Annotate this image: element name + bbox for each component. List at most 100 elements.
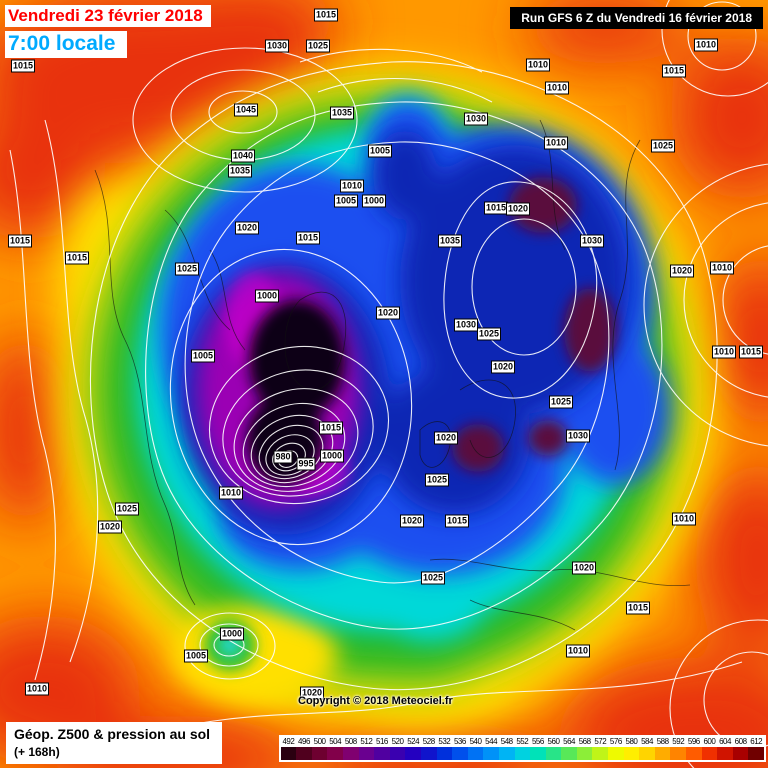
copyright-label: Copyright © 2018 Meteociel.fr bbox=[298, 695, 453, 707]
legend-cell: 544 bbox=[483, 737, 499, 760]
pressure-label: 1020 bbox=[669, 264, 695, 278]
product-info-box: Géop. Z500 & pression au sol (+ 168h) bbox=[6, 722, 223, 764]
pressure-label: 1010 bbox=[218, 486, 244, 500]
pressure-label: 1015 bbox=[444, 514, 470, 528]
pressure-label: 980 bbox=[273, 450, 293, 464]
isobar-contours bbox=[9, 0, 768, 768]
pressure-label: 1045 bbox=[233, 103, 259, 117]
pressure-label: 1020 bbox=[433, 431, 459, 445]
product-title: Géop. Z500 & pression au sol bbox=[14, 726, 211, 742]
legend-cell: 592 bbox=[670, 737, 687, 760]
date-label: Vendredi 23 février 2018 bbox=[5, 5, 211, 27]
pressure-label: 1035 bbox=[227, 164, 253, 178]
legend-cell: 512 bbox=[358, 737, 375, 760]
pressure-label: 1035 bbox=[437, 234, 463, 248]
local-time-label: 7:00 locale bbox=[5, 31, 128, 58]
legend-cell: 508 bbox=[342, 737, 359, 760]
pressure-label: 1020 bbox=[490, 360, 516, 374]
pressure-label: 1025 bbox=[420, 571, 446, 585]
pressure-label: 1020 bbox=[505, 202, 531, 216]
pressure-label: 1025 bbox=[476, 327, 502, 341]
pressure-label: 1005 bbox=[333, 194, 359, 208]
pressure-label: 1015 bbox=[318, 421, 344, 435]
legend-cell: 524 bbox=[405, 737, 421, 760]
pressure-label: 1030 bbox=[463, 112, 489, 126]
legend-cell: 552 bbox=[514, 737, 531, 760]
pressure-label: 995 bbox=[296, 457, 316, 471]
legend-cell: 584 bbox=[639, 737, 655, 760]
legend-cell: 604 bbox=[717, 737, 733, 760]
legend-cell: 580 bbox=[623, 737, 640, 760]
pressure-label: 1030 bbox=[579, 234, 605, 248]
legend-cell: 528 bbox=[420, 737, 437, 760]
pressure-label: 1030 bbox=[264, 39, 290, 53]
legend-cell: 532 bbox=[436, 737, 453, 760]
legend-cell: 548 bbox=[498, 737, 515, 760]
legend-cell: 500 bbox=[311, 737, 328, 760]
pressure-label: 1000 bbox=[254, 289, 280, 303]
pressure-label: 1020 bbox=[299, 686, 325, 700]
legend-cell: 492 bbox=[280, 737, 297, 760]
legend-color-scale: 492 496 500 504 508 512 516 520 524 528 532 536 540 5… bbox=[278, 735, 766, 762]
legend-cell: 588 bbox=[654, 737, 671, 760]
pressure-label: 1040 bbox=[230, 149, 256, 163]
pressure-label: 1015 bbox=[10, 59, 36, 73]
pressure-label: 1015 bbox=[7, 234, 33, 248]
pressure-label: 1025 bbox=[548, 395, 574, 409]
pressure-label: 1015 bbox=[625, 601, 651, 615]
pressure-label: 1010 bbox=[525, 58, 551, 72]
coastlines bbox=[94, 119, 691, 631]
pressure-label: 1010 bbox=[711, 345, 737, 359]
legend-cell: 612 bbox=[748, 737, 764, 760]
pressure-label: 1010 bbox=[544, 81, 570, 95]
pressure-label: 1020 bbox=[399, 514, 425, 528]
pressure-label: 1030 bbox=[453, 318, 479, 332]
pressure-label: 1015 bbox=[64, 251, 90, 265]
pressure-label: 1015 bbox=[738, 345, 764, 359]
pressure-label: 1025 bbox=[114, 502, 140, 516]
pressure-label: 1015 bbox=[295, 231, 321, 245]
pressure-label: 1000 bbox=[219, 627, 245, 641]
pressure-label: 1010 bbox=[693, 38, 719, 52]
pressure-label: 1005 bbox=[367, 144, 393, 158]
pressure-label: 1000 bbox=[319, 449, 345, 463]
legend-cell: 576 bbox=[608, 737, 624, 760]
pressure-label: 1020 bbox=[571, 561, 597, 575]
legend-cell: 572 bbox=[592, 737, 609, 760]
pressure-label: 1025 bbox=[424, 473, 450, 487]
legend-cell: 540 bbox=[467, 737, 484, 760]
pressure-label: 1010 bbox=[671, 512, 697, 526]
legend-cell: 600 bbox=[701, 737, 718, 760]
pressure-label: 1010 bbox=[709, 261, 735, 275]
legend-cell: 564 bbox=[561, 737, 577, 760]
pressure-label: 1000 bbox=[361, 194, 387, 208]
legend-cell: 568 bbox=[576, 737, 593, 760]
pressure-label: 1020 bbox=[375, 306, 401, 320]
pressure-label: 1025 bbox=[650, 139, 676, 153]
pressure-label: 1025 bbox=[174, 262, 200, 276]
pressure-label: 1015 bbox=[661, 64, 687, 78]
pressure-label: 1020 bbox=[97, 520, 123, 534]
pressure-label: 1010 bbox=[543, 136, 569, 150]
pressure-label: 1010 bbox=[565, 644, 591, 658]
legend-cell: 596 bbox=[686, 737, 702, 760]
pressure-label: 1020 bbox=[234, 221, 260, 235]
pressure-label: 1030 bbox=[565, 429, 591, 443]
pressure-label: 1010 bbox=[339, 179, 365, 193]
legend-cell: 608 bbox=[732, 737, 749, 760]
legend-cell: 560 bbox=[545, 737, 562, 760]
pressure-label: 1025 bbox=[305, 39, 331, 53]
pressure-label: 1005 bbox=[183, 649, 209, 663]
legend-cell: 504 bbox=[327, 737, 343, 760]
legend-cell: 516 bbox=[374, 737, 390, 760]
legend-cell: 496 bbox=[296, 737, 312, 760]
run-info-box: Run GFS 6 Z du Vendredi 16 février 2018 bbox=[510, 7, 763, 29]
legend-cell: 556 bbox=[530, 737, 546, 760]
legend-cell: 536 bbox=[452, 737, 468, 760]
legend-cell: 520 bbox=[389, 737, 406, 760]
pressure-label: 1005 bbox=[190, 349, 216, 363]
pressure-label: 1010 bbox=[24, 682, 50, 696]
